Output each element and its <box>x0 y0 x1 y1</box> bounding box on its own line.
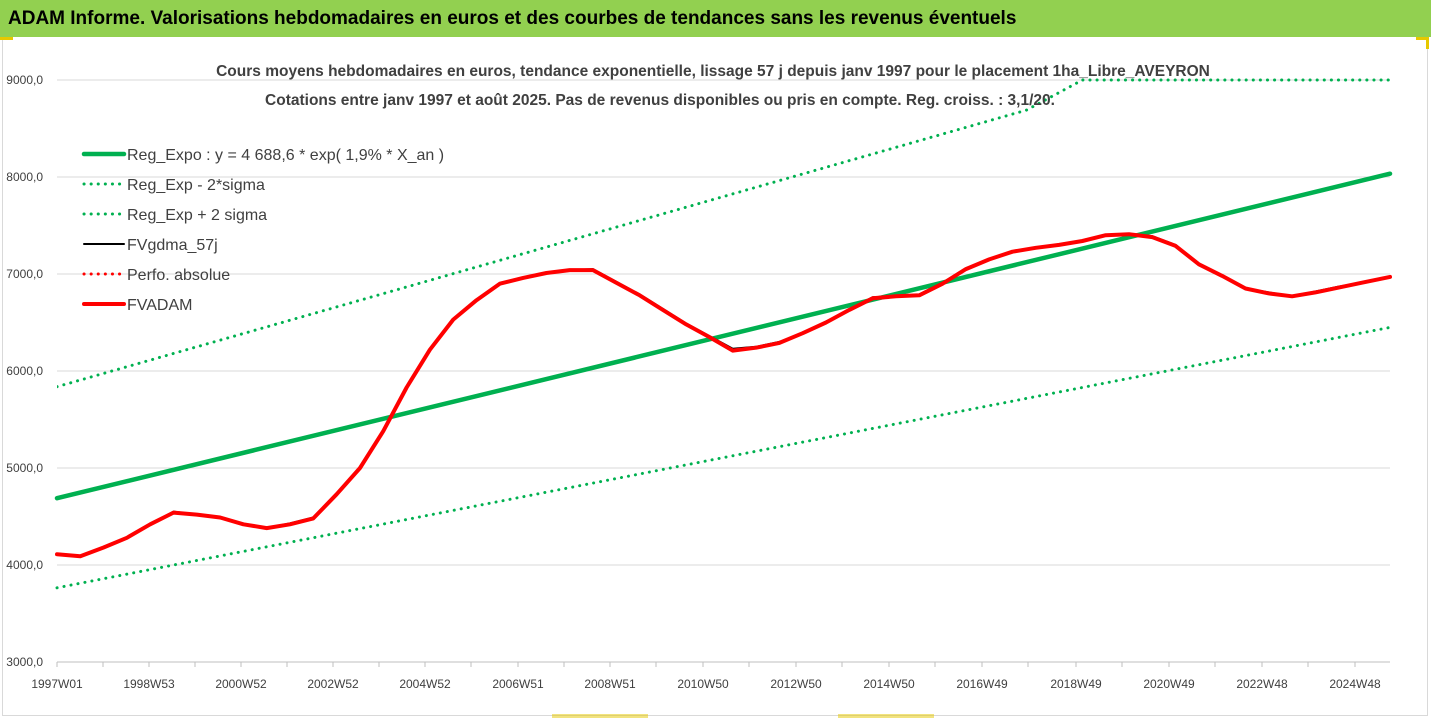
x-tick-label: 2014W50 <box>863 677 915 691</box>
series-line-3 <box>56 233 1391 558</box>
frame-right-edge <box>1427 37 1428 716</box>
y-tick-label: 7000,0 <box>6 267 43 281</box>
series-line-0 <box>54 171 1393 501</box>
x-tick-label: 2004W52 <box>399 677 451 691</box>
report-title: ADAM Informe. Valorisations hebdomadaire… <box>0 0 1431 37</box>
x-tick-label: 2020W49 <box>1143 677 1195 691</box>
series-line-2 <box>57 78 1390 389</box>
y-tick-label: 5000,0 <box>6 461 43 475</box>
chart-title: Cours moyens hebdomadaires en euros, ten… <box>216 63 1210 80</box>
legend-label: Reg_Exp - 2*sigma <box>127 177 265 194</box>
series-lines <box>54 78 1393 590</box>
legend-label: FVgdma_57j <box>127 237 218 254</box>
x-tick-label: 2006W51 <box>492 677 544 691</box>
x-tick-label: 2024W48 <box>1329 677 1381 691</box>
x-tick-label: 2002W52 <box>307 677 359 691</box>
frame-corner-marker <box>1416 37 1429 40</box>
x-tick-label: 2010W50 <box>677 677 729 691</box>
series-line-1 <box>55 325 1392 590</box>
line-chart: 3000,0 4000,0 5000,0 6000,0 7000,0 8000,0 9000… <box>6 63 1393 691</box>
chart-subtitle: Cotations entre janv 1997 et août 2025. … <box>265 92 1055 109</box>
y-tick-label: 4000,0 <box>6 558 43 572</box>
frame-corner-marker <box>1426 37 1429 49</box>
x-tick-label: 1997W01 <box>31 677 83 691</box>
legend-label: Reg_Exp + 2 sigma <box>127 207 267 224</box>
chart-area: 3000,0 4000,0 5000,0 6000,0 7000,0 8000,0 9000… <box>0 37 1431 718</box>
gridlines <box>57 79 1390 663</box>
legend-label: Perfo. absolue <box>127 267 230 284</box>
frame-bottom-marker <box>552 714 648 718</box>
frame-bottom-marker <box>838 714 934 718</box>
frame-left-edge <box>2 37 3 716</box>
axes: 3000,0 4000,0 5000,0 6000,0 7000,0 8000,0 9000… <box>6 73 1390 691</box>
frame-bottom-edge <box>2 715 1428 716</box>
x-tick-label: 2022W48 <box>1236 677 1288 691</box>
x-tick-label: 2012W50 <box>770 677 822 691</box>
y-tick-label: 3000,0 <box>6 655 43 669</box>
series-line-5 <box>55 232 1392 559</box>
legend: Reg_Expo : y = 4 688,6 * exp( 1,9% * X_a… <box>81 147 444 314</box>
x-tick-label: 2008W51 <box>584 677 636 691</box>
legend-label: Reg_Expo : y = 4 688,6 * exp( 1,9% * X_a… <box>127 147 444 164</box>
x-tick-label: 2016W49 <box>956 677 1008 691</box>
x-tick-label: 1998W53 <box>123 677 175 691</box>
frame-corner-marker <box>0 37 13 40</box>
y-tick-label: 6000,0 <box>6 364 43 378</box>
y-tick-label: 8000,0 <box>6 170 43 184</box>
x-tick-label: 2018W49 <box>1050 677 1102 691</box>
legend-label: FVADAM <box>127 297 192 314</box>
y-tick-label: 9000,0 <box>6 73 43 87</box>
x-tick-label: 2000W52 <box>215 677 267 691</box>
